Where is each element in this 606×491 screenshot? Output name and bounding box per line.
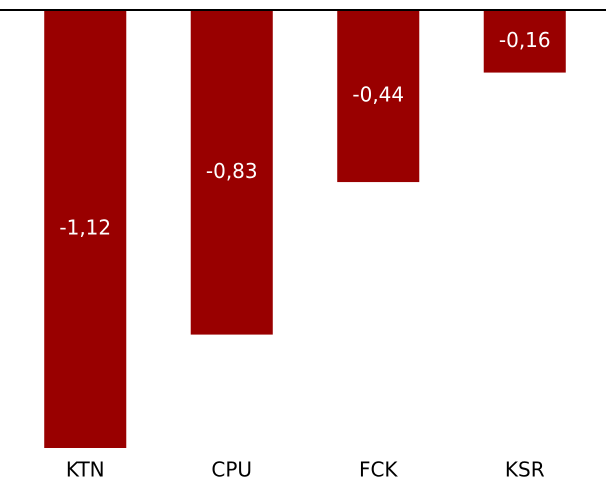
value-label: -1,12 (59, 216, 111, 240)
bar (483, 10, 566, 73)
x-tick-label: CPU (211, 458, 252, 482)
bar (190, 10, 273, 335)
bar (337, 10, 420, 183)
x-tick-label: FCK (359, 458, 398, 482)
value-label: -0,44 (352, 83, 404, 107)
value-label: -0,16 (499, 28, 551, 52)
value-label: -0,83 (206, 159, 258, 183)
bar (44, 10, 127, 448)
x-tick-label: KTN (66, 458, 105, 482)
x-tick-label: KSR (505, 458, 545, 482)
